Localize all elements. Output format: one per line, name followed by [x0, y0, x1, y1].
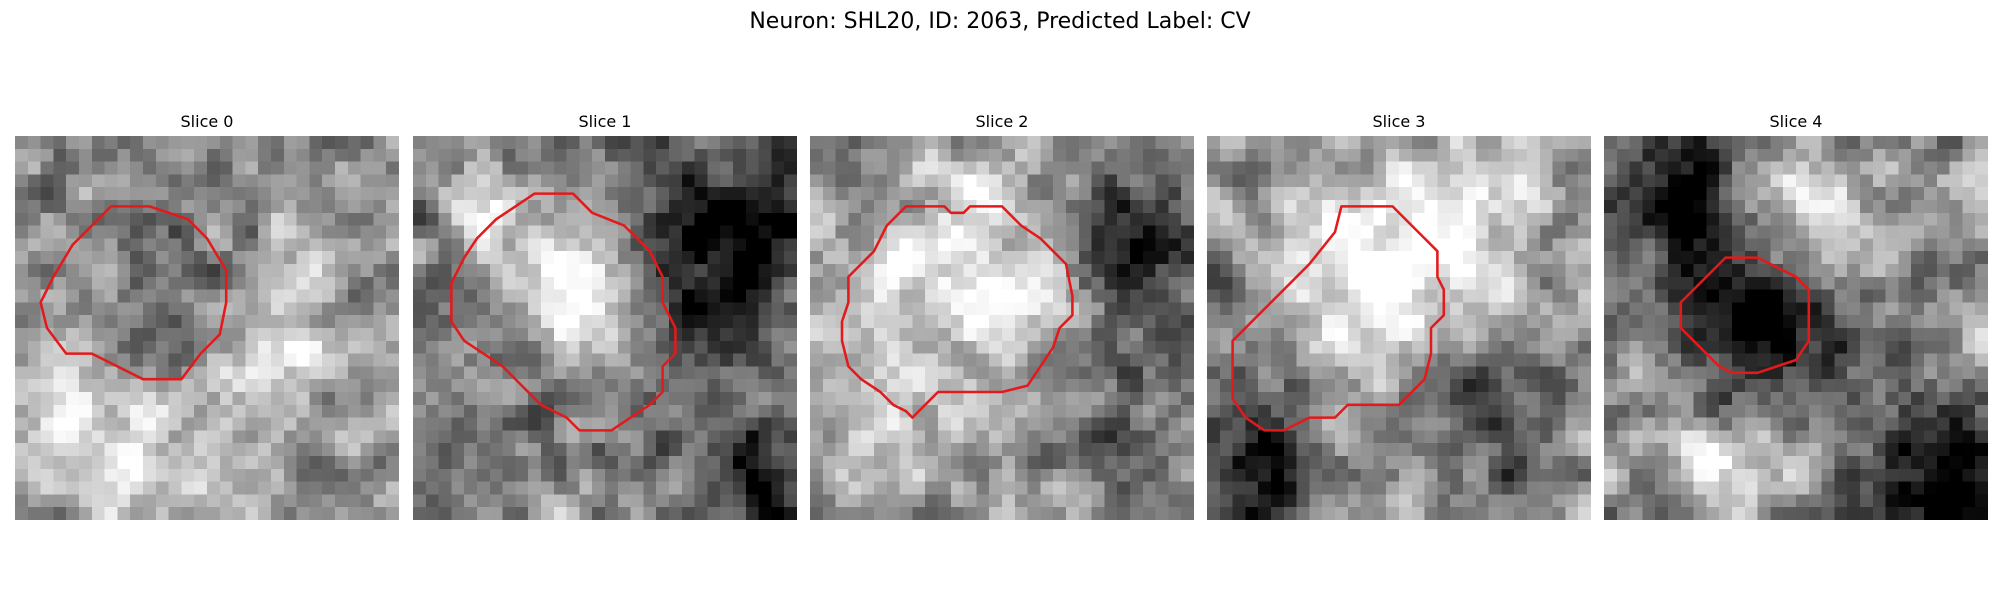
- grayscale-image: [810, 136, 1194, 520]
- slice-view: [1604, 136, 1988, 520]
- slice-title: Slice 3: [1372, 112, 1426, 131]
- roi-contour: [39, 205, 228, 381]
- slice-title: Slice 0: [180, 112, 234, 131]
- slice-title: Slice 4: [1769, 112, 1823, 131]
- slice-view: [413, 136, 797, 520]
- slice-title: Slice 1: [578, 112, 632, 131]
- roi-contour-overlay: [450, 192, 677, 432]
- slice-view: [1207, 136, 1591, 520]
- grayscale-image: [1604, 136, 1988, 520]
- figure-title: Neuron: SHL20, ID: 2063, Predicted Label…: [749, 9, 1251, 34]
- roi-contour: [450, 192, 677, 432]
- grayscale-image: [15, 136, 399, 520]
- roi-contour-overlay: [840, 205, 1074, 419]
- slice-view: [15, 136, 399, 520]
- roi-contour: [840, 205, 1074, 419]
- slice-title: Slice 2: [975, 112, 1029, 131]
- grayscale-image: [1207, 136, 1591, 520]
- roi-contour-overlay: [1679, 256, 1811, 375]
- roi-contour-overlay: [1231, 205, 1446, 432]
- roi-contour: [1679, 256, 1811, 375]
- slice-view: [810, 136, 1194, 520]
- roi-contour-overlay: [39, 205, 228, 381]
- grayscale-image: [413, 136, 797, 520]
- roi-contour: [1231, 205, 1446, 432]
